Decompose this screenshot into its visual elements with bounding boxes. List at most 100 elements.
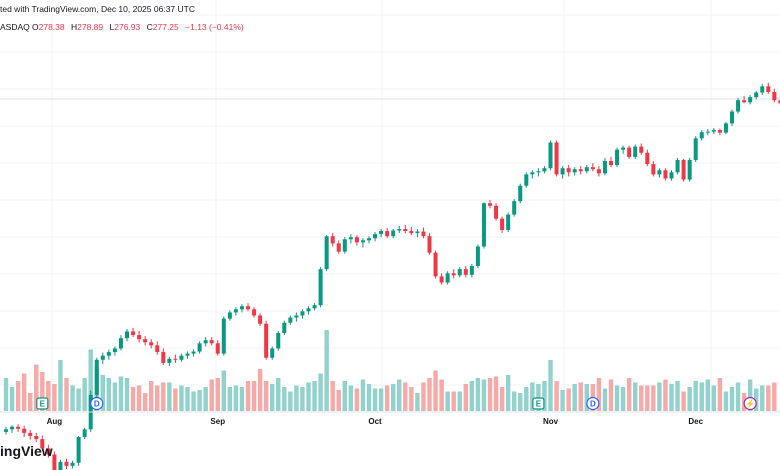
candle bbox=[705, 129, 710, 136]
candle-body bbox=[488, 203, 492, 206]
candle bbox=[669, 170, 674, 181]
candle-body bbox=[542, 168, 547, 172]
candle-body bbox=[391, 230, 396, 237]
candle bbox=[22, 425, 27, 438]
volume-bar bbox=[112, 382, 118, 411]
event-badge bbox=[743, 396, 757, 411]
volume-bar bbox=[88, 349, 93, 411]
candle-body bbox=[778, 100, 780, 104]
candle bbox=[131, 327, 136, 338]
candle-body bbox=[669, 172, 674, 179]
volume-bar bbox=[717, 378, 723, 411]
candle bbox=[572, 167, 577, 176]
volume-bar bbox=[409, 387, 414, 411]
event-letter: E bbox=[536, 400, 542, 409]
volume-bar bbox=[391, 384, 396, 411]
volume-bar bbox=[766, 385, 771, 411]
candle-body bbox=[705, 131, 710, 133]
candle-body bbox=[318, 269, 323, 306]
event-dividend-marker[interactable]: D bbox=[586, 396, 600, 411]
candle-body bbox=[215, 343, 220, 354]
volume-bar bbox=[251, 381, 257, 411]
volume-bar bbox=[602, 388, 608, 411]
volume-bar bbox=[288, 391, 293, 411]
volume-bar bbox=[9, 387, 15, 411]
candle-body bbox=[475, 246, 480, 267]
candle bbox=[330, 233, 335, 247]
volume-bar bbox=[469, 381, 475, 411]
candle bbox=[318, 267, 323, 308]
candle bbox=[469, 263, 474, 278]
volume-bar bbox=[366, 384, 372, 411]
candle-body bbox=[469, 266, 474, 275]
event-split-marker[interactable]: ⚡ bbox=[743, 396, 757, 411]
candle bbox=[185, 351, 190, 359]
volume-bar bbox=[451, 391, 456, 411]
candle bbox=[524, 172, 529, 188]
candle-body bbox=[342, 239, 347, 252]
open-label: O bbox=[32, 22, 39, 32]
candle-body bbox=[615, 149, 620, 166]
candle-body bbox=[421, 231, 426, 237]
event-markers: E D E D ⚡ bbox=[36, 396, 757, 411]
event-badge bbox=[586, 396, 600, 411]
volume-bar bbox=[155, 385, 160, 411]
candle bbox=[46, 444, 51, 458]
candle-body bbox=[112, 348, 117, 353]
candle-body bbox=[46, 448, 51, 455]
candle-body bbox=[137, 335, 142, 340]
volume-bar bbox=[554, 381, 559, 411]
candle-body bbox=[131, 331, 136, 336]
volume-bar bbox=[70, 385, 75, 411]
volume-bar bbox=[167, 382, 172, 411]
candle bbox=[421, 227, 426, 239]
volume-bar bbox=[548, 360, 553, 411]
candle-body bbox=[639, 146, 644, 153]
candle bbox=[602, 157, 607, 176]
candle-body bbox=[681, 159, 686, 180]
volume-bar bbox=[608, 379, 614, 411]
event-dividend-marker[interactable]: D bbox=[90, 396, 104, 411]
volume-bar bbox=[699, 382, 704, 411]
candle bbox=[494, 203, 499, 221]
candle bbox=[118, 335, 123, 351]
candle-body bbox=[578, 169, 583, 172]
candle bbox=[342, 237, 347, 254]
candle-body bbox=[415, 231, 420, 234]
candle bbox=[518, 183, 523, 204]
time-axis: Aug Sep Oct Nov Dec bbox=[47, 417, 704, 426]
time-axis-label: Aug bbox=[47, 417, 63, 426]
candle bbox=[306, 306, 311, 315]
candle-body bbox=[330, 236, 335, 244]
candle-body bbox=[264, 323, 269, 358]
candle-body bbox=[663, 170, 668, 179]
volume-bar bbox=[342, 381, 347, 411]
tradingview-logo[interactable]: ingView bbox=[0, 443, 53, 459]
volume-bar bbox=[257, 369, 263, 411]
candle bbox=[512, 199, 517, 217]
volume-bar bbox=[754, 388, 759, 411]
candle bbox=[40, 435, 45, 451]
volume-bar bbox=[21, 373, 27, 411]
low-value: 276.93 bbox=[114, 22, 140, 32]
candle-body bbox=[457, 269, 462, 276]
candle-body bbox=[766, 86, 771, 92]
candle-body bbox=[282, 322, 287, 334]
volume-bar bbox=[512, 391, 517, 411]
candle bbox=[445, 271, 450, 285]
candle bbox=[282, 320, 287, 336]
candle bbox=[663, 168, 668, 181]
low-label: L bbox=[110, 22, 115, 32]
event-earnings-marker[interactable]: E bbox=[532, 397, 545, 410]
volume-bar bbox=[46, 381, 51, 411]
candle-body bbox=[742, 100, 747, 103]
candle-body bbox=[167, 358, 172, 363]
event-earnings-marker[interactable]: E bbox=[36, 397, 49, 410]
candle bbox=[82, 427, 87, 440]
candle bbox=[687, 157, 692, 182]
candle bbox=[94, 357, 99, 398]
volume-bar bbox=[191, 391, 196, 411]
candle-body bbox=[324, 236, 329, 270]
candle bbox=[4, 426, 8, 435]
